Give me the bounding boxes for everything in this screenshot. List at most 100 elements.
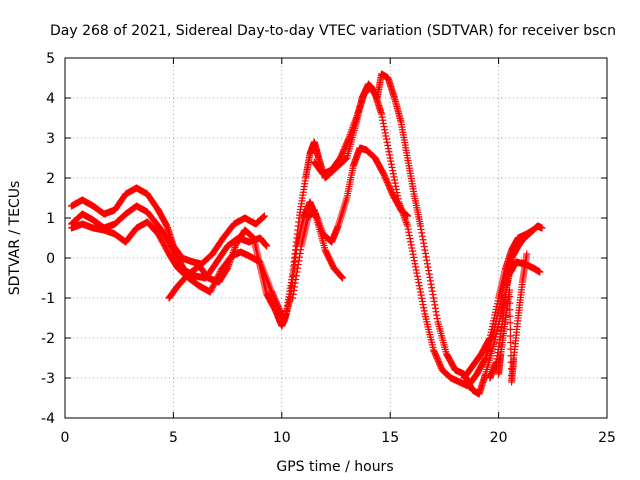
data-point [207,286,215,294]
data-point [342,155,350,163]
data-point [230,245,238,253]
data-point [433,311,441,319]
data-point [379,119,387,127]
data-point [346,132,354,140]
data-point [209,283,217,291]
data-point [402,219,410,227]
data-point [415,282,423,290]
data-point [385,148,393,156]
data-point [295,257,303,265]
data-point [413,272,421,280]
data-point [225,261,233,269]
data-point [315,220,323,228]
data-point [231,243,239,251]
data-point [386,151,394,159]
data-point [315,218,323,226]
data-point [312,209,320,217]
x-tick-label: 0 [61,430,70,446]
data-point [505,286,513,294]
data-point [353,112,361,120]
data-point [292,272,300,280]
y-tick-label: 4 [46,91,55,107]
y-tick-label: 0 [46,251,55,267]
data-point [428,287,436,295]
data-point [402,217,410,225]
y-tick-label: 2 [46,171,55,187]
data-point [506,306,514,314]
data-point [518,236,526,244]
data-point [295,253,303,261]
data-point [417,291,425,299]
data-point [418,294,426,302]
data-point [421,246,429,254]
data-point [424,263,432,271]
data-point [507,339,515,347]
data-point [316,221,324,229]
data-point [379,116,387,124]
data-point [345,134,353,142]
data-point [344,135,352,143]
y-tick-label: -4 [41,411,55,427]
data-point [506,319,514,327]
series-6 [460,226,537,382]
data-point [290,283,298,291]
data-point [420,304,428,312]
data-point [227,254,235,262]
data-point [290,287,298,295]
data-point [389,167,397,175]
data-point [420,239,428,247]
data-point [230,247,238,255]
data-point [407,238,415,246]
data-point [406,235,414,243]
y-tick-label: 3 [46,131,55,147]
data-point [225,259,233,267]
data-point [351,117,359,125]
y-tick-label: 1 [46,211,55,227]
data-point [430,297,438,305]
data-point [419,236,427,244]
data-point [347,129,355,137]
data-point [506,312,514,320]
data-point [416,285,424,293]
data-point [428,284,436,292]
data-point [388,163,396,171]
data-point [422,253,430,261]
data-point [412,263,420,271]
data-point [415,279,423,287]
data-point [391,179,399,187]
data-point [293,268,301,276]
data-point [423,260,431,268]
data-point [226,257,234,265]
data-point [536,268,544,276]
data-point [350,120,358,128]
data-point [348,125,356,133]
data-point [433,315,441,323]
data-point [405,231,413,239]
data-point [224,264,232,272]
data-point [409,250,417,258]
data-point [419,301,427,309]
data-point [481,355,489,363]
data-point [408,244,416,252]
data-point [507,332,515,340]
data-point [224,262,232,270]
data-point [431,301,439,309]
data-point [349,124,357,132]
data-point [418,229,426,237]
data-point [292,275,300,283]
data-point [387,157,395,165]
data-point [386,154,394,162]
data-point [410,253,418,261]
data-point [429,291,437,299]
data-point [289,290,297,298]
data-point [229,249,237,257]
data-point [347,127,355,135]
data-point [417,288,425,296]
data-point [294,261,302,269]
data-point [425,270,433,278]
data-point [228,252,236,260]
data-point [426,273,434,281]
data-point [411,260,419,268]
data-point [404,212,412,220]
